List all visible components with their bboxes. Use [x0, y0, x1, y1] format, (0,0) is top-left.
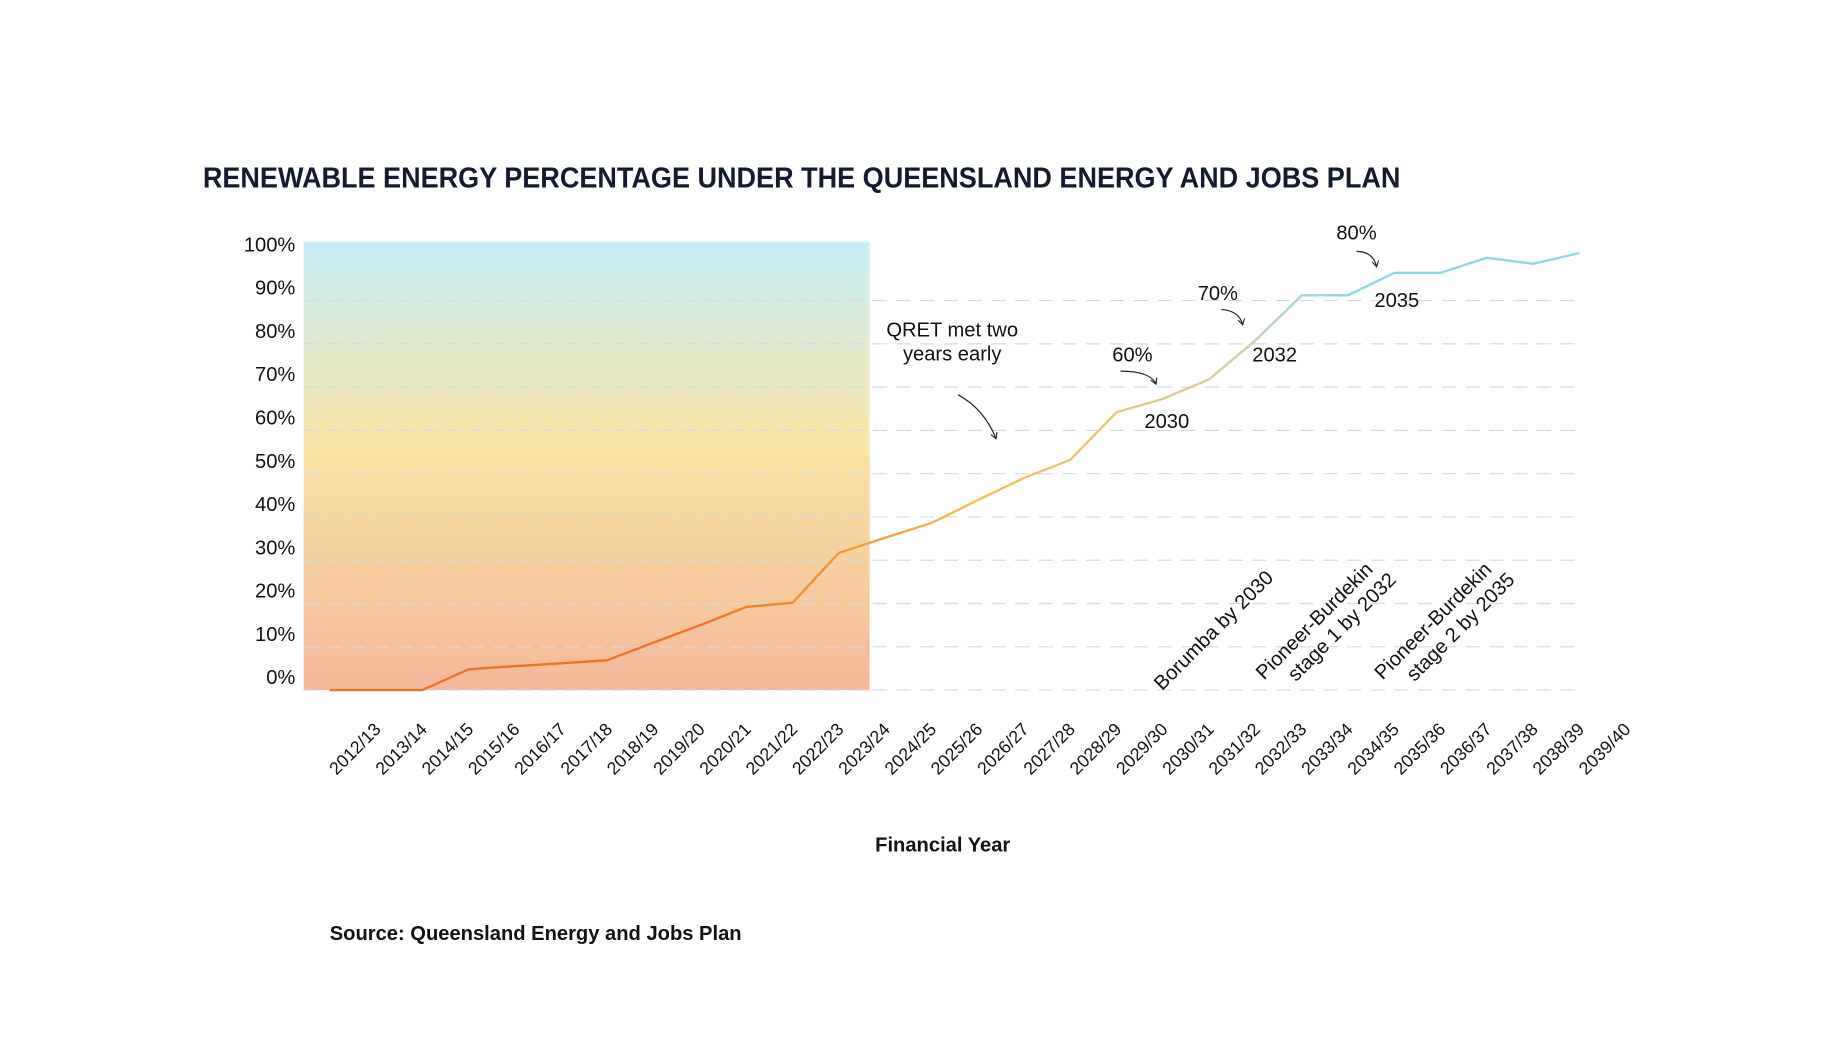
y-tick-label: 70% [255, 364, 295, 386]
x-axis-label: Financial Year [875, 834, 1010, 856]
data-point-2039-40 [1577, 251, 1582, 256]
annotation-qret: QRET met two years early [886, 320, 1018, 440]
data-point-2021-22 [744, 605, 749, 610]
x-tick-label: 2039/40 [1575, 719, 1635, 779]
chart-title: RENEWABLE ENERGY PERCENTAGE UNDER THE QU… [203, 162, 1401, 194]
arrow-icon [1356, 250, 1380, 268]
data-point-2034-35 [1346, 293, 1351, 298]
annotation-pioneer-stage1: Pioneer-Burdekin stage 1 by 2032 [1252, 559, 1401, 686]
data-point-2037-38 [1484, 255, 1489, 260]
annotation-qret-line1: QRET met two [886, 320, 1018, 342]
annotation-80: 80% 2035 [1336, 223, 1419, 313]
data-point-2027-28 [1022, 476, 1027, 481]
data-point-2018-19 [605, 658, 610, 663]
annotation-qret-line2: years early [903, 343, 1002, 365]
annotation-60-label: 60% [1112, 345, 1152, 367]
annotation-60-year: 2030 [1144, 411, 1189, 433]
data-point-2022-23 [790, 600, 795, 605]
data-point-2023-24 [836, 551, 841, 556]
data-point-2020-21 [698, 623, 703, 628]
y-tick-label: 10% [255, 624, 295, 646]
data-point-2029-30 [1114, 410, 1119, 415]
data-point-2025-26 [929, 521, 934, 526]
data-point-2030-31 [1160, 396, 1165, 401]
data-point-2015-16 [466, 667, 471, 672]
data-point-2031-32 [1207, 377, 1212, 382]
data-point-2024-25 [883, 535, 888, 540]
y-tick-label: 20% [255, 581, 295, 603]
y-tick-label: 0% [266, 667, 295, 689]
annotation-80-label: 80% [1336, 223, 1376, 245]
annotation-60: 60% 2030 [1112, 345, 1189, 433]
y-tick-label: 90% [255, 278, 295, 300]
y-tick-label: 50% [255, 451, 295, 473]
y-tick-label: 30% [255, 537, 295, 559]
annotation-70-label: 70% [1198, 283, 1238, 305]
data-point-2019-20 [651, 640, 656, 645]
renewable-share-line [329, 251, 1580, 692]
data-point-2038-39 [1531, 261, 1536, 266]
source-note: Source: Queensland Energy and Jobs Plan [330, 923, 742, 945]
data-point-2032-33 [1253, 338, 1258, 343]
data-point-2013-14 [374, 688, 379, 693]
arrow-icon [1221, 308, 1246, 326]
y-tick-label: 40% [255, 494, 295, 516]
annotation-80-year: 2035 [1374, 290, 1419, 312]
y-tick-label: 60% [255, 407, 295, 429]
y-tick-label: 100% [244, 234, 296, 256]
annotation-70-year: 2032 [1252, 345, 1297, 367]
data-point-2026-27 [975, 498, 980, 503]
annotation-70: 70% 2032 [1198, 283, 1297, 367]
data-point-2012-13 [327, 688, 332, 693]
data-point-2033-34 [1299, 293, 1304, 298]
data-point-2028-29 [1068, 457, 1073, 462]
data-point-2017-18 [559, 661, 564, 666]
data-point-2016-17 [512, 664, 517, 669]
annotation-pioneer-stage2: Pioneer-Burdekin stage 2 by 2035 [1371, 559, 1520, 686]
data-point-2035-36 [1392, 271, 1397, 276]
arrow-icon [957, 394, 998, 440]
data-point-2036-37 [1438, 271, 1443, 276]
arrow-icon [1120, 370, 1158, 386]
historical-shading [303, 241, 870, 691]
y-tick-label: 80% [255, 321, 295, 343]
data-point-2014-15 [420, 688, 425, 693]
